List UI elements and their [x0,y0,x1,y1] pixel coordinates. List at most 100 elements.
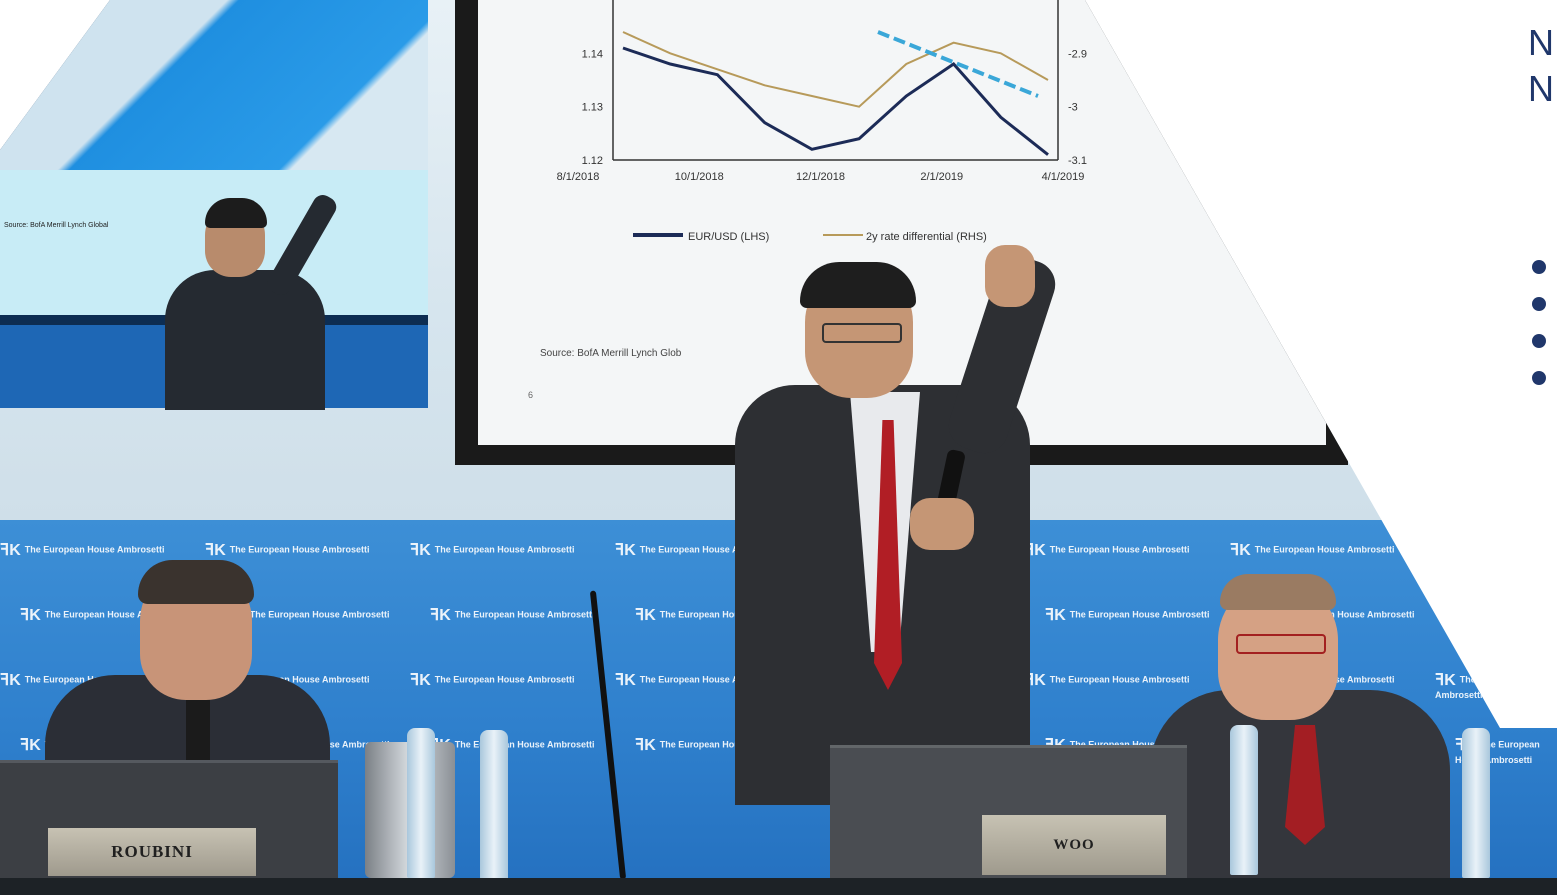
right-panelist-glasses [1236,634,1326,654]
section-heading: N N [1528,20,1557,112]
backdrop-logo-text: The European House Ambrosetti [1455,609,1540,635]
legend-label: 2y rate differential (RHS) [866,231,987,243]
backdrop-logo-text: The European House Ambrosetti [249,609,390,620]
backdrop-logo-text: The European House Ambrosetti [1435,544,1550,570]
backdrop-logo-text: The European House Ambrosetti [44,609,185,620]
y-right-tick-label: -3.1 [1068,155,1087,167]
backdrop-logo-text: The European House Ambrosetti [1455,739,1540,765]
water-bottle [1230,725,1258,875]
bullet-point [1532,334,1546,348]
backdrop-logo-text: The European House Ambrosetti [1049,674,1190,685]
bullet-point [1532,297,1546,311]
nameplate-middle: WOO [982,815,1166,875]
backdrop-logo-text: The European House Ambrosetti [659,739,800,750]
ambrosetti-logo-icon: ꟻK [1435,542,1456,559]
slide-page-number: 6 [528,390,534,400]
series-line [622,46,1049,156]
ambrosetti-logo-icon: ꟻK [615,542,636,559]
ambrosetti-logo-icon: ꟻK [20,737,41,754]
ambrosetti-logo-icon: ꟻK [410,672,431,689]
backdrop-logo-text: The European House Ambrosetti [454,609,595,620]
speaker-hair [800,262,916,308]
backdrop-logo-text: The European House Ambrosetti [1274,609,1415,620]
nameplate-left: ROUBINI [48,828,256,876]
left-panelist-hair [138,560,254,604]
heading-line-2: N [1528,68,1554,109]
x-tick-label: 10/1/2018 [675,171,724,183]
y-left-tick-label: 1.14 [582,48,603,60]
ambrosetti-logo-icon: ꟻK [1455,607,1476,624]
heading-line-1: N [1528,22,1554,63]
speaker-glasses [822,323,902,343]
series-line [622,31,1049,108]
trend-arrow [877,30,1039,98]
ambrosetti-logo-icon: ꟻK [635,607,656,624]
legend-label: EUR/USD (LHS) [688,231,769,243]
water-bottle [1462,728,1490,878]
slide-source: Source: BofA Merrill Lynch Glob [540,348,682,359]
ambrosetti-logo-icon: ꟻK [0,672,21,689]
panel-desk [0,878,1557,895]
backdrop-logo-text: The European House Ambrosetti [24,544,165,555]
mini-body [165,270,325,410]
x-tick-label: 2/1/2019 [920,171,963,183]
ambrosetti-logo-icon: ꟻK [0,542,21,559]
backdrop-logo-text: The European House Ambrosetti [639,544,780,555]
bullet-list [1532,260,1546,408]
backdrop-logo-text: The European House Ambrosetti [454,739,595,750]
backdrop-logo-text: The European House Ambrosetti [229,544,370,555]
ambrosetti-logo-icon: ꟻK [1230,542,1251,559]
mini-hair [205,198,267,228]
left-screen-caption: Source: BofA Merrill Lynch Global [4,222,109,229]
bullet-point [1532,371,1546,385]
eurusd-chart: 1.14 1.13 1.12 -2.9 -3 -3.1 8/1/2018 10/1/2018 1… [557,0,1087,243]
speaker-pointing-hand [985,245,1035,307]
x-tick-label: 12/1/2018 [796,171,845,183]
x-tick-label: 4/1/2019 [1042,171,1085,183]
y-left-tick-label: 1.13 [582,102,603,114]
ambrosetti-logo-icon: ꟻK [205,542,226,559]
backdrop-logo-text: The European House Ambrosetti [1254,544,1395,555]
backdrop-logo-text: The European House Ambrosetti [639,674,780,685]
ambrosetti-logo-icon: ꟻK [1435,672,1456,689]
ambrosetti-logo-icon: ꟻK [1045,607,1066,624]
backdrop-logo-text: The European House Ambrosetti [434,674,575,685]
backdrop-logo-text: The European House Ambrosetti [434,544,575,555]
speaker-hand [910,498,974,550]
backdrop-logo-text: The European House Ambrosetti [229,674,370,685]
water-bottle [480,730,508,880]
bullet-point [1532,260,1546,274]
y-right-tick-label: -2.9 [1068,48,1087,60]
backdrop-logo-text: The European House Ambrosetti [1049,544,1190,555]
backdrop-logo-text: The European House Ambrosetti [1069,609,1210,620]
ambrosetti-logo-icon: ꟻK [1025,672,1046,689]
water-bottle [407,728,435,878]
backdrop-logo-text: The European House Ambrosetti [659,609,800,620]
ambrosetti-logo-icon: ꟻK [615,672,636,689]
ambrosetti-logo-icon: ꟻK [20,607,41,624]
ambrosetti-logo-icon: ꟻK [635,737,656,754]
x-tick-label: 8/1/2018 [557,171,600,183]
ambrosetti-logo-icon: ꟻK [1025,542,1046,559]
map-graphic [0,0,428,170]
y-left-tick-label: 1.12 [582,155,603,167]
right-panelist-hair [1220,574,1336,610]
ambrosetti-logo-icon: ꟻK [410,542,431,559]
